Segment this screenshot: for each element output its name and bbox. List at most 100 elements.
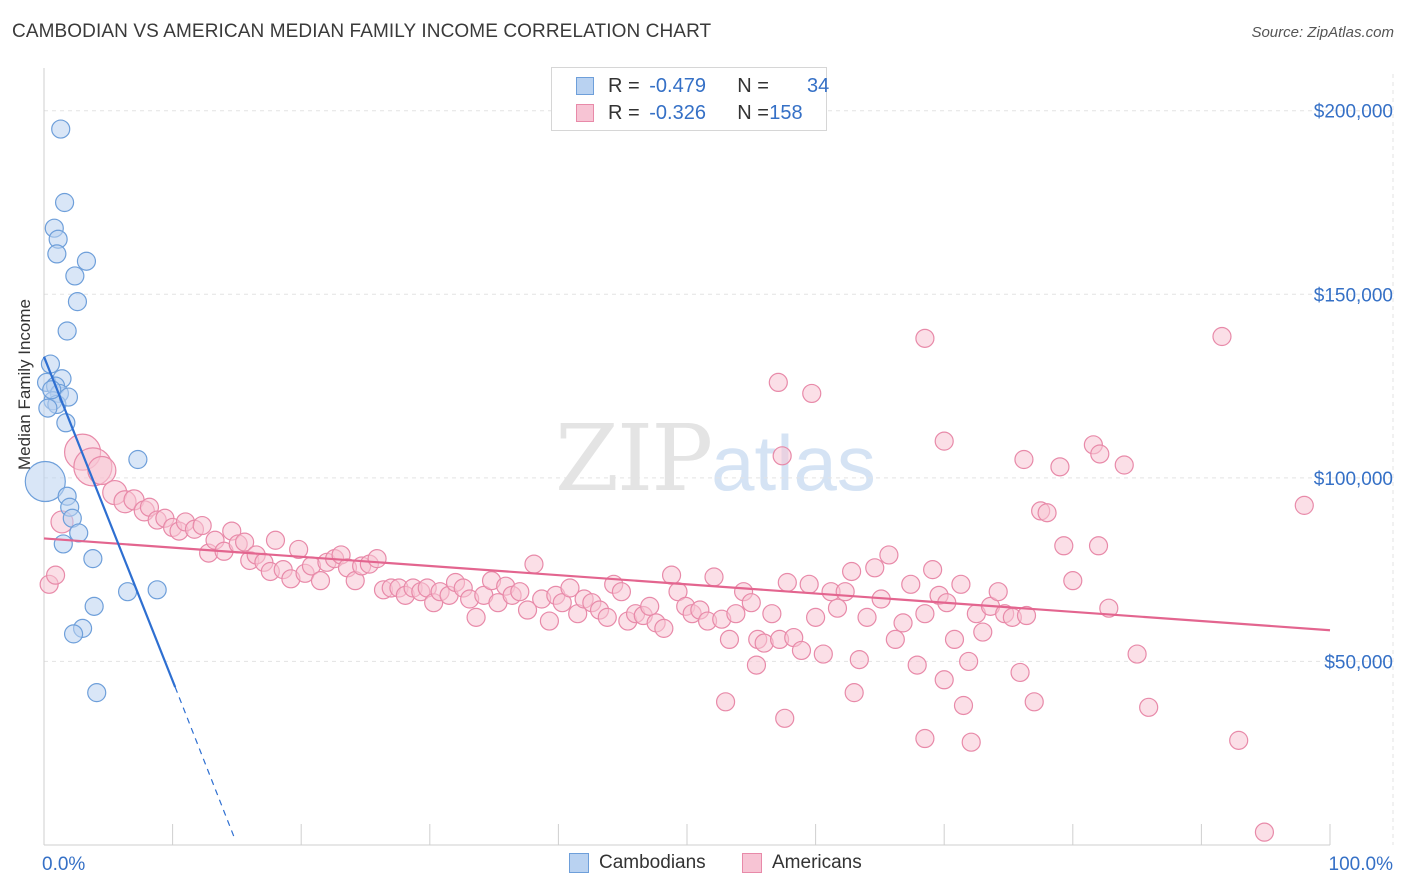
american-point-133 [1024, 692, 1044, 712]
n-value: 158 [769, 101, 803, 124]
watermark-zip: ZIP [555, 405, 713, 512]
american-point-163 [1254, 822, 1275, 842]
american-point-64 [524, 554, 544, 574]
american-point-113 [879, 545, 899, 565]
cambodian-point-30 [63, 624, 84, 644]
american-point-135 [715, 692, 736, 712]
cambodian-point-8 [57, 321, 77, 341]
american-point-155 [1088, 536, 1109, 556]
watermark: ZIPatlas [555, 405, 876, 512]
y-tick-label-2: $150,000 [1314, 285, 1393, 306]
x-tick-label-1: 100.0% [1329, 854, 1394, 875]
grid [44, 74, 1394, 845]
cambodian-point-4 [47, 244, 67, 264]
cambodian-point-5 [76, 251, 97, 271]
cambodian-point-27 [147, 580, 167, 600]
american-point-150 [1090, 444, 1110, 464]
cambodian-trend-line [42, 356, 177, 688]
american-point-137 [844, 683, 864, 703]
american-legend-label: Americans [772, 852, 862, 873]
american-point-123 [951, 574, 971, 594]
american-point-109 [849, 649, 869, 670]
cambodian-point-25 [83, 549, 103, 569]
american-point-107 [835, 582, 855, 602]
r-value: -0.326 [649, 101, 706, 124]
american-point-103 [805, 607, 826, 627]
american-point-1 [45, 565, 66, 585]
stats-legend: R = -0.479 N = 34 R = -0.326 N = 158 [551, 67, 829, 131]
n-value: 34 [807, 74, 830, 97]
american-point-94 [741, 593, 761, 613]
american-point-66 [539, 611, 559, 631]
american-point-154 [1054, 536, 1074, 556]
american-point-42 [367, 549, 387, 569]
cambodian-swatch [576, 77, 594, 95]
n-label: N = [737, 101, 775, 124]
american-point-119 [923, 560, 943, 580]
cambodian-point-23 [69, 523, 89, 543]
american-point-110 [857, 607, 877, 627]
american-point-153 [1037, 503, 1057, 523]
american-point-82 [654, 618, 674, 638]
legend-americans[interactable]: Americans [742, 852, 862, 874]
american-point-131 [1010, 662, 1030, 683]
cambodian-point-0 [51, 119, 71, 139]
cambodian-points [24, 119, 167, 703]
american-point-89 [704, 567, 724, 587]
american-point-136 [775, 708, 795, 728]
y-tick-label-0: $50,000 [1324, 652, 1393, 673]
american-point-80 [640, 596, 660, 616]
r-label: R = [608, 101, 646, 124]
american-point-140 [961, 732, 981, 752]
cambodian-point-28 [84, 596, 104, 616]
source-label: Source: ZipAtlas.com [1251, 24, 1394, 41]
american-point-106 [827, 598, 848, 618]
american-point-104 [813, 644, 833, 664]
american-point-162 [1229, 730, 1249, 750]
american-point-151 [1114, 455, 1134, 475]
american-point-28 [265, 530, 286, 550]
american-point-23 [235, 532, 255, 552]
american-legend-swatch [742, 853, 762, 873]
american-point-126 [973, 622, 993, 642]
american-point-115 [893, 613, 913, 633]
american-point-83 [661, 565, 682, 585]
tick-labels: $50,000 $100,000 $150,000 $200,000 0.0% 100.0… [42, 102, 1393, 875]
american-point-111 [865, 558, 885, 578]
american-point-31 [289, 539, 309, 560]
american-point-142 [768, 372, 788, 392]
american-point-132 [1016, 605, 1037, 626]
legend-row-cambodians: R = -0.479 N = 34 [576, 74, 829, 98]
y-tick-label-1: $100,000 [1314, 469, 1393, 490]
legend-cambodians[interactable]: Cambodians [569, 852, 706, 874]
american-point-108 [842, 561, 862, 582]
cambodian-point-31 [87, 683, 107, 703]
cambodian-trend-extension [174, 686, 235, 838]
american-point-147 [1014, 449, 1034, 470]
american-point-122 [944, 629, 965, 650]
american-point-156 [1063, 571, 1083, 591]
american-point-143 [802, 383, 822, 404]
american-point-139 [953, 695, 974, 716]
american-point-117 [907, 655, 927, 675]
watermark-atlas: atlas [711, 419, 876, 507]
x-tick-label-0: 0.0% [42, 854, 85, 875]
y-axis-label: Median Family Income [15, 298, 34, 470]
trend-lines [42, 356, 1331, 838]
american-point-138 [934, 670, 954, 690]
r-label: R = [608, 74, 646, 97]
american-point-157 [1099, 598, 1119, 618]
cambodian-point-19 [24, 460, 66, 503]
american-point-102 [799, 574, 819, 594]
american-point-99 [777, 572, 797, 593]
american-point-5 [87, 455, 117, 486]
american-point-91 [719, 629, 740, 650]
american-point-97 [762, 604, 782, 624]
american-point-62 [510, 582, 530, 602]
american-point-69 [560, 578, 580, 598]
american-point-141 [915, 728, 935, 749]
american-point-74 [597, 607, 617, 627]
american-point-92 [726, 604, 746, 624]
cambodian-point-6 [65, 266, 85, 286]
